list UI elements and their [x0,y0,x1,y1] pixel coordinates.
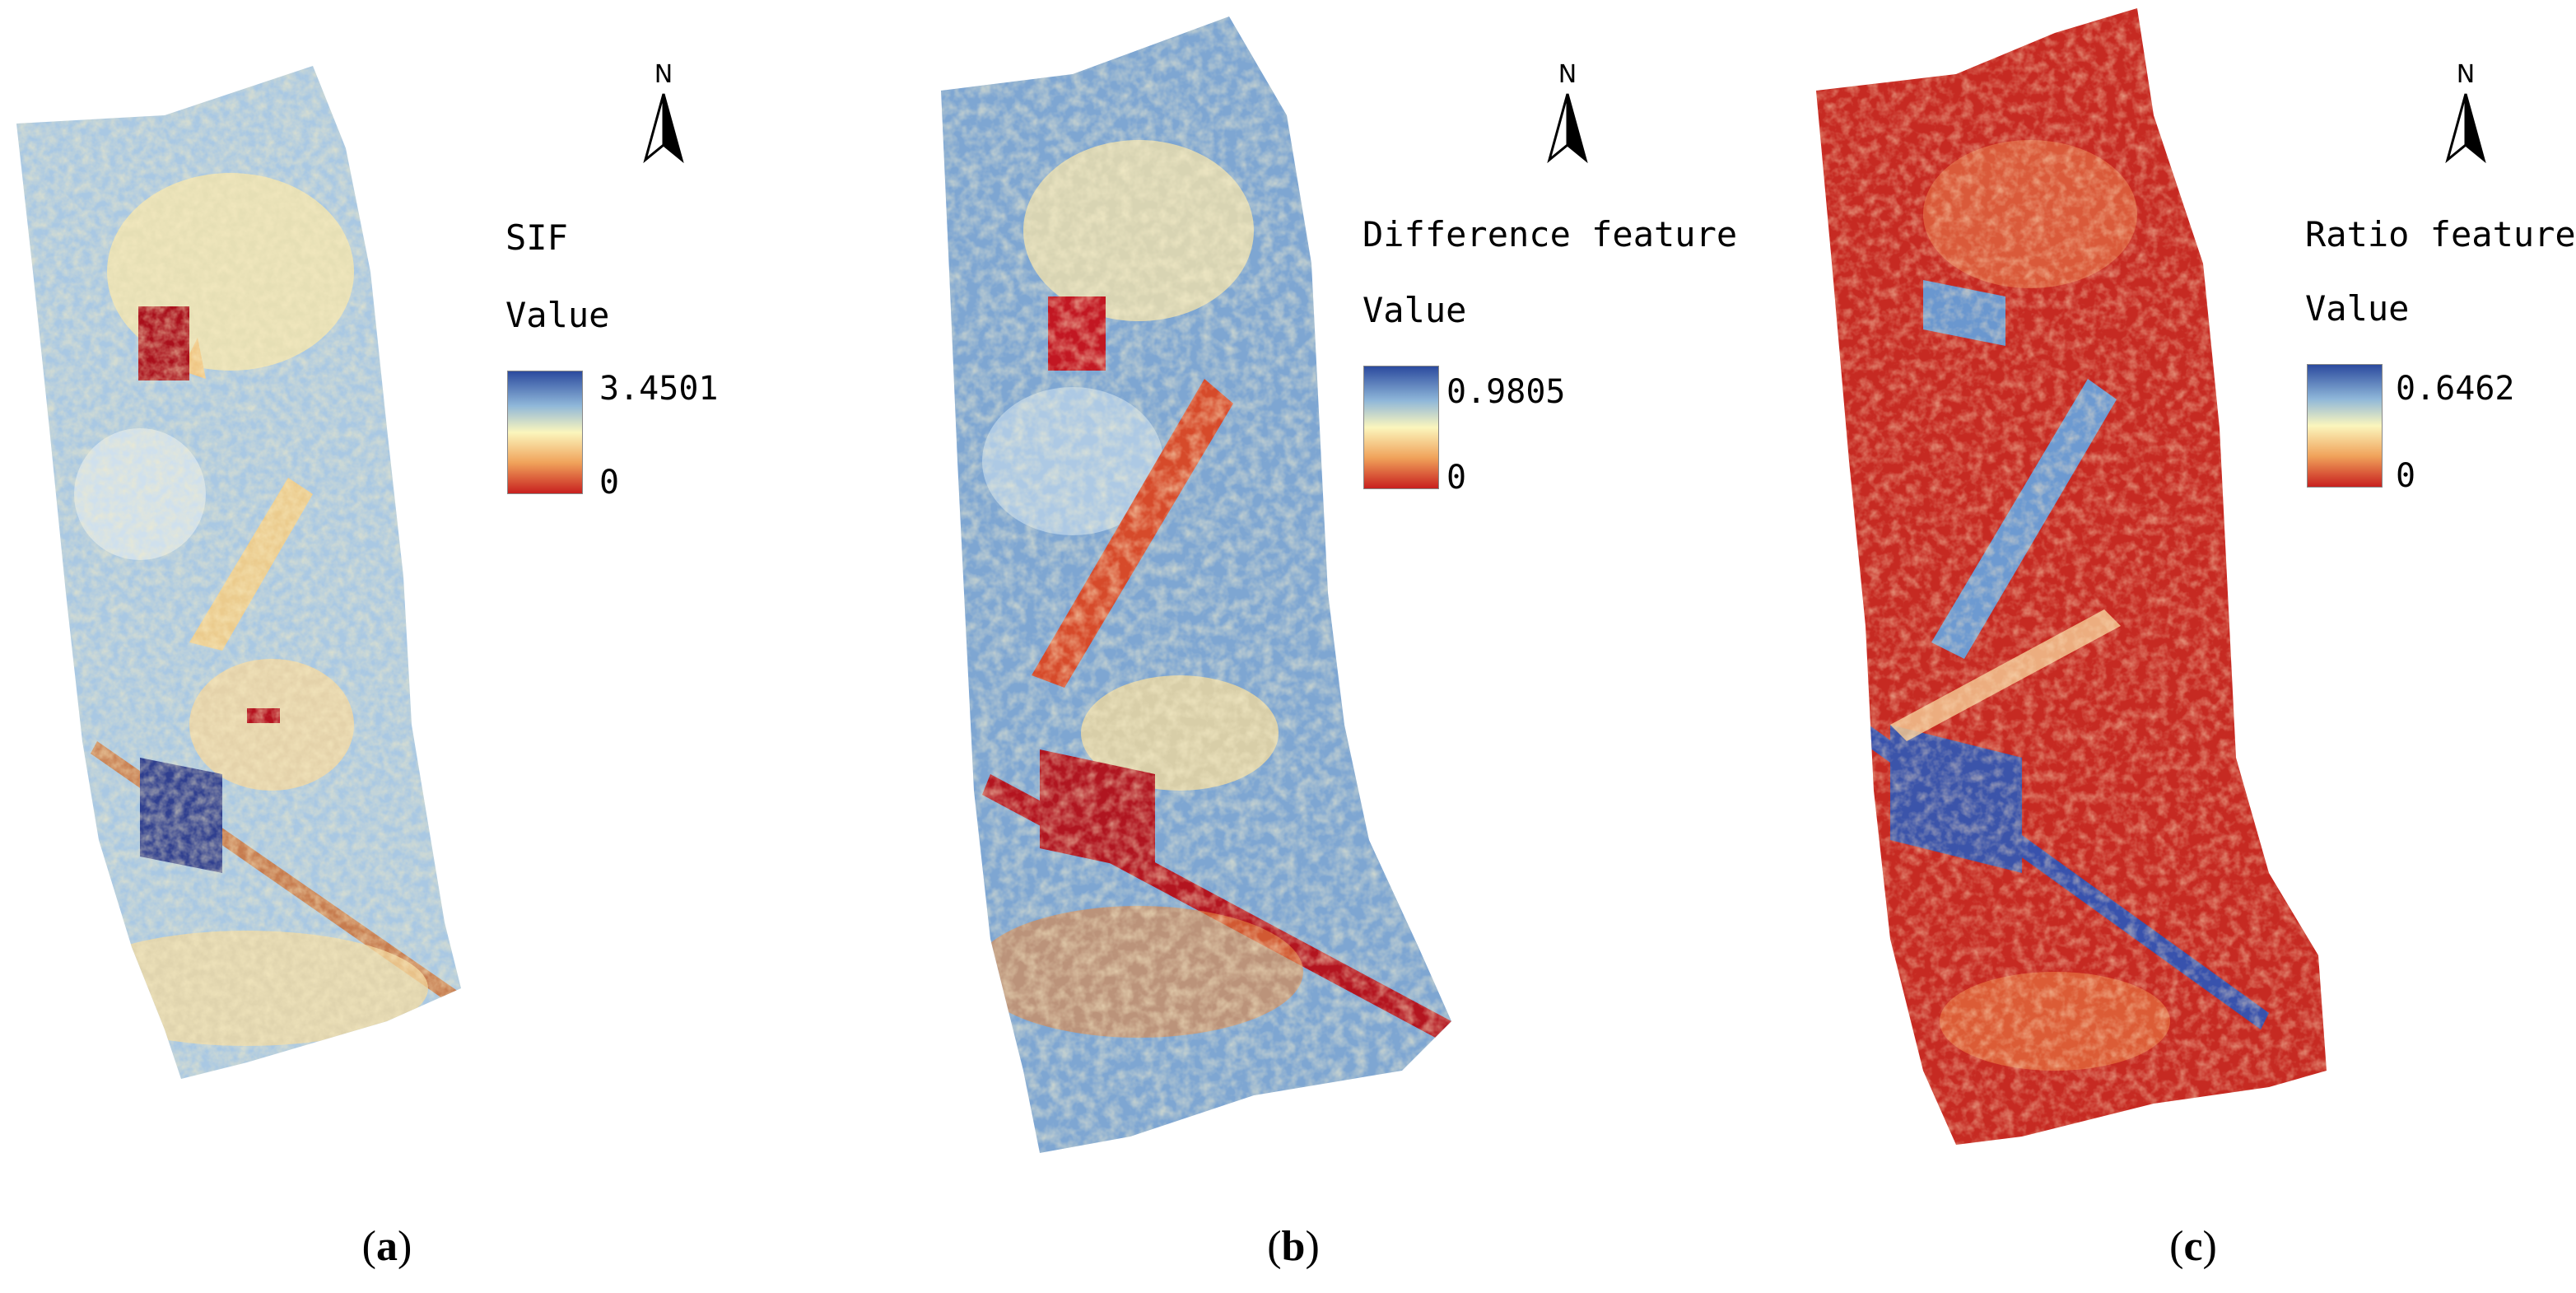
legend-max: 0.9805 [1446,373,1566,411]
north-letter: N [2456,60,2476,89]
north-letter: N [1558,60,1577,89]
north-arrow: N [1543,63,1592,170]
north-arrow-icon [1547,93,1588,164]
legend-title: Ratio feature [2305,214,2576,254]
legend-value-label: Value [1363,290,1467,330]
color-ramp [1363,366,1439,489]
ratio-raster-map [1816,8,2327,1145]
legend-min: 0 [1446,459,1467,497]
legend-max: 3.4501 [599,370,719,408]
north-arrow: N [2441,63,2490,170]
legend-title: Difference feature [1363,214,1738,254]
legend-min: 0 [599,464,620,502]
panel-sif: N SIF Value 3.4501 0 (a) [0,0,859,1293]
caption-a: (a) [361,1223,412,1270]
north-arrow-icon [643,93,684,164]
legend-value-label: Value [505,295,610,335]
caption-c: (c) [2169,1223,2217,1270]
north-arrow-icon [2445,93,2486,164]
north-arrow: N [639,63,688,170]
legend-min: 0 [2396,457,2416,495]
north-letter: N [654,60,673,89]
legend-max: 0.6462 [2396,370,2515,408]
caption-b: (b) [1267,1223,1320,1270]
panel-difference-feature: N Difference feature Value 0.9805 0 (b) [859,0,1737,1293]
legend-title: SIF [505,217,568,258]
panel-ratio-feature: N Ratio feature Value 0.6462 0 (c) [1717,0,2576,1293]
sif-raster-map [16,66,461,1079]
color-ramp [507,371,583,494]
legend-value-label: Value [2305,288,2410,329]
color-ramp [2307,364,2383,488]
difference-raster-map [941,16,1451,1153]
